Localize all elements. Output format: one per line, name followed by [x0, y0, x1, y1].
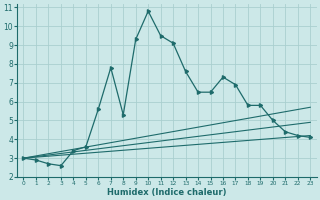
X-axis label: Humidex (Indice chaleur): Humidex (Indice chaleur): [107, 188, 227, 197]
